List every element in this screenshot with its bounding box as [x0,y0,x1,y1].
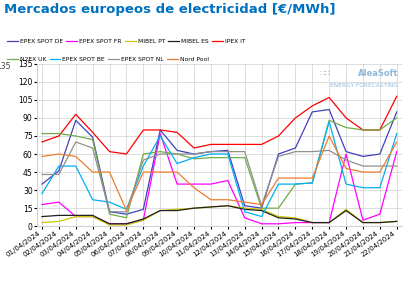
Text: AleaSoft: AleaSoft [357,69,397,78]
Text: 135: 135 [0,62,10,71]
Text: Mercados europeos de electricidad [€/MWh]: Mercados europeos de electricidad [€/MWh… [4,3,335,16]
Text: ENERGY FORECASTING: ENERGY FORECASTING [329,83,397,88]
Text: ∷∷: ∷∷ [319,69,330,78]
Legend: N2EX UK, EPEX SPOT BE, EPEX SPOT NL, Nord Pool: N2EX UK, EPEX SPOT BE, EPEX SPOT NL, Nor… [7,57,208,62]
Legend: EPEX SPOT DE, EPEX SPOT FR, MIBEL PT, MIBEL ES, IPEX IT: EPEX SPOT DE, EPEX SPOT FR, MIBEL PT, MI… [7,39,245,44]
